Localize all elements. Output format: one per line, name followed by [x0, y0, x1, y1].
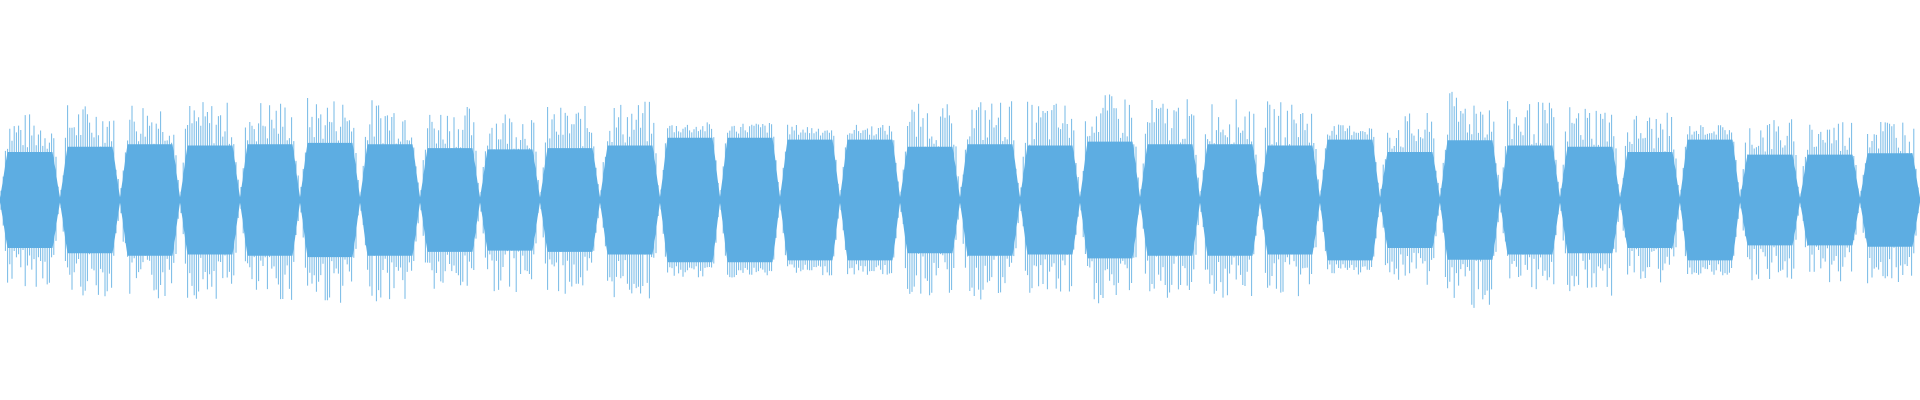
waveform-bodies: [0, 137, 1920, 263]
